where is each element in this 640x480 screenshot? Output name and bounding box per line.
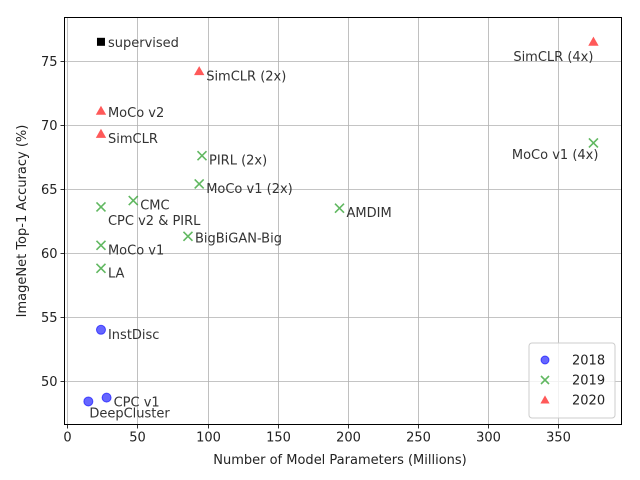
x-tick-label: 150 xyxy=(266,431,291,446)
y-tick-label: 70 xyxy=(41,119,58,134)
data-point-cpc-v1 xyxy=(101,392,112,403)
data-point-cpc-v2-pirl xyxy=(95,201,107,212)
x-axis-ticks: 0 50 100 150 200 250 300 350 xyxy=(63,424,571,446)
annotation-cpc-v1: CPC v1 xyxy=(114,396,160,411)
plot-area-frame xyxy=(64,17,622,425)
annotation-la: LA xyxy=(108,266,125,281)
annotation-supervised: supervised xyxy=(108,36,179,51)
data-point-la xyxy=(95,263,107,274)
annotation-cpc-v2-pirl: CPC v2 & PIRL xyxy=(108,214,201,229)
legend-box xyxy=(528,342,616,419)
data-point-instdisc xyxy=(95,324,106,335)
x-tick-label: 100 xyxy=(196,431,221,446)
x-tick-label: 50 xyxy=(129,431,146,446)
x-tick-label: 250 xyxy=(406,431,431,446)
data-point-simclr xyxy=(95,128,107,138)
annotation-bigbigan-big: BigBiGAN-Big xyxy=(195,231,282,246)
x-tick-label: 300 xyxy=(476,431,501,446)
annotation-simclr-2x: SimCLR (2x) xyxy=(206,69,286,84)
y-tick-label: 55 xyxy=(41,311,58,326)
x-axis-label: Number of Model Parameters (Millions) xyxy=(213,453,467,468)
data-point-cmc xyxy=(128,195,139,206)
y-tick-label: 60 xyxy=(41,247,58,262)
data-point-moco-v1-4x xyxy=(588,137,599,148)
legend-marker-2019 xyxy=(540,375,550,385)
annotation-instdisc: InstDisc xyxy=(108,328,160,343)
legend-label-2020: 2020 xyxy=(572,394,605,409)
legend-marker-2020 xyxy=(540,395,550,404)
data-point-amdim xyxy=(334,203,345,214)
annotation-amdim: AMDIM xyxy=(346,206,391,221)
y-axis-label: ImageNet Top-1 Accuracy (%) xyxy=(15,125,30,318)
annotation-deepcluster: DeepCluster xyxy=(89,406,170,421)
annotation-moco-v1: MoCo v1 xyxy=(108,243,164,258)
legend-label-2018: 2018 xyxy=(572,354,605,369)
x-tick-label: 200 xyxy=(336,431,361,446)
grid-lines xyxy=(64,17,622,425)
data-point-bigbigan-big xyxy=(182,231,194,242)
x-tick-label: 350 xyxy=(546,431,571,446)
annotation-simclr: SimCLR xyxy=(108,132,158,147)
y-tick-label: 75 xyxy=(41,55,58,70)
annotation-cmc: CMC xyxy=(140,199,169,214)
legend-label-2019: 2019 xyxy=(572,374,605,389)
annotation-moco-v1-4x: MoCo v1 (4x) xyxy=(512,148,599,163)
annotation-pirl-2x: PIRL (2x) xyxy=(209,154,267,169)
data-point-deepcluster xyxy=(83,396,94,407)
annotation-simclr-4x: SimCLR (4x) xyxy=(513,50,593,65)
annotation-moco-v1-2x: MoCo v1 (2x) xyxy=(206,182,293,197)
data-points xyxy=(83,36,599,407)
data-point-simclr-2x xyxy=(194,66,205,76)
legend: 2018 2019 2020 xyxy=(528,342,616,419)
y-axis-ticks: 50 55 60 65 70 75 xyxy=(41,55,65,390)
x-tick-label: 0 xyxy=(63,431,71,446)
data-point-supervised xyxy=(96,37,105,46)
data-point-pirl-2x xyxy=(196,150,208,161)
annotation-moco-v2: MoCo v2 xyxy=(108,106,164,121)
data-point-moco-v2 xyxy=(95,105,107,115)
data-point-moco-v1-2x xyxy=(194,178,205,189)
y-tick-label: 50 xyxy=(41,375,58,390)
y-tick-label: 65 xyxy=(41,183,58,198)
legend-marker-2018 xyxy=(540,355,550,365)
data-point-moco-v1 xyxy=(95,240,107,251)
data-point-simclr-4x xyxy=(588,36,599,46)
